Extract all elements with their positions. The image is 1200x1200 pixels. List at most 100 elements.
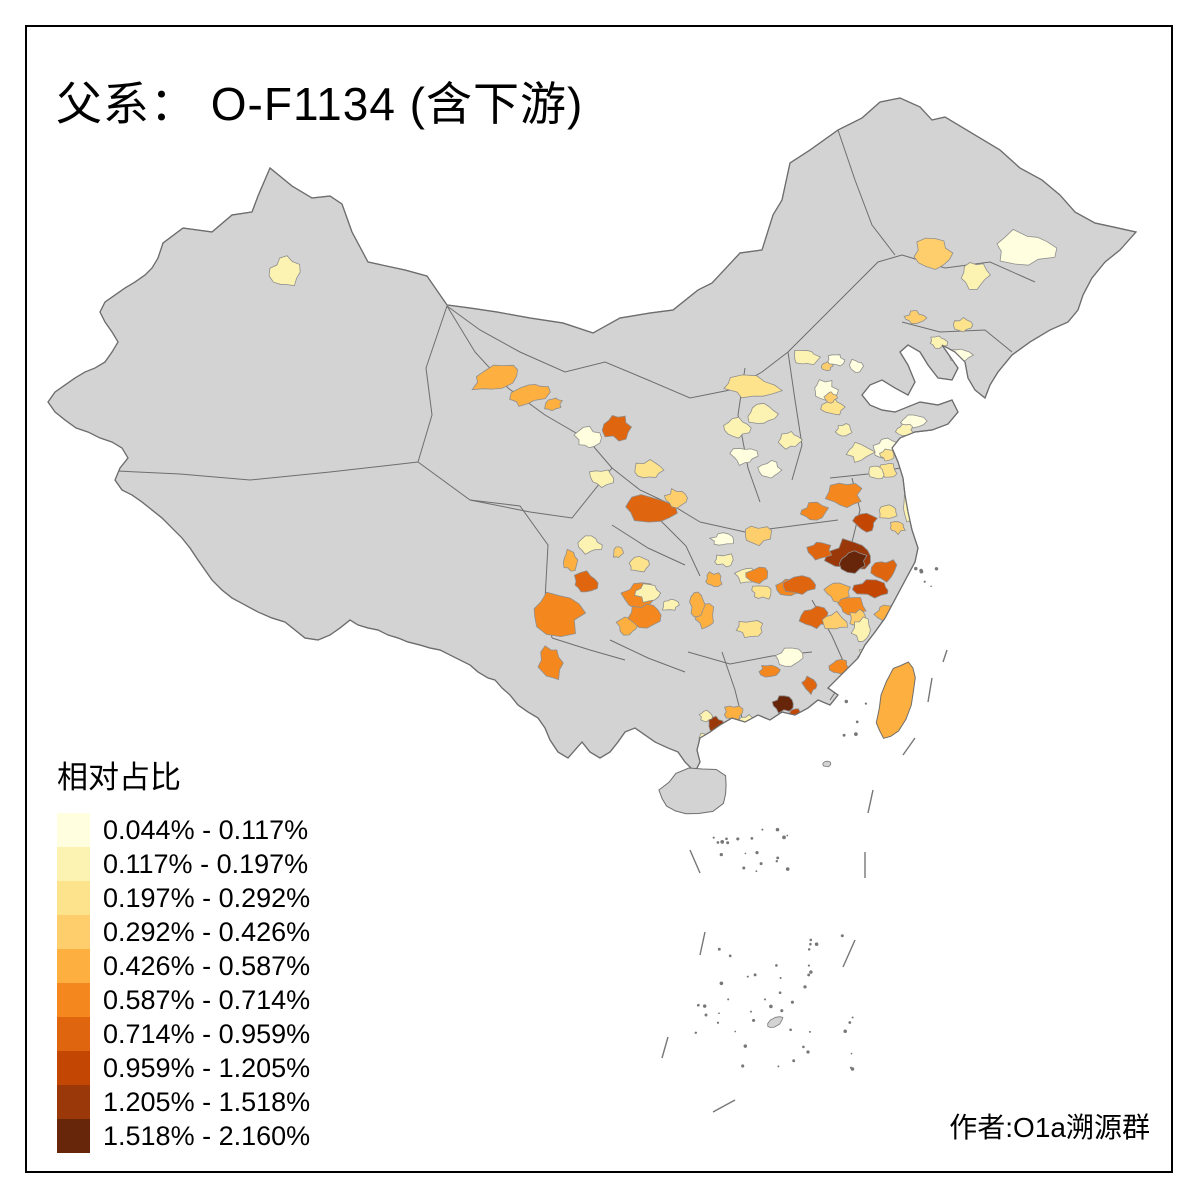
prefecture-patch [850, 616, 871, 643]
attribution-text: 作者:O1a溯源群 [949, 1112, 1150, 1143]
prefecture-patch [705, 571, 723, 587]
legend-swatch [57, 1017, 90, 1051]
prefecture-patch [794, 349, 822, 366]
nine-dash-line [661, 649, 948, 1113]
prefecture-patch [708, 532, 735, 546]
legend-label: 0.426% - 0.587% [103, 950, 311, 981]
prefecture-patch [577, 535, 603, 555]
legend-swatch [57, 1119, 90, 1153]
prefecture-patch [845, 441, 877, 463]
prefecture-patch [852, 512, 878, 533]
prefecture-patch [729, 447, 759, 466]
prefecture-patch [873, 638, 890, 652]
legend-rows: 0.044% - 0.117% 0.117% - 0.197% 0.197% - 0… [57, 813, 310, 1153]
prefecture-patch [801, 675, 818, 696]
prefecture-patch [745, 525, 773, 547]
prefecture-patch [821, 610, 849, 630]
legend-row: 0.714% - 0.959% [57, 1017, 310, 1051]
prefecture-patch [960, 262, 991, 291]
prefecture-patch [798, 605, 831, 630]
prefecture-patch [533, 591, 587, 638]
prefecture-patch [663, 487, 688, 509]
legend-label: 0.292% - 0.426% [103, 916, 311, 947]
prefecture-patch [612, 546, 625, 558]
prefecture-patch [823, 391, 838, 404]
prefecture-patch [800, 501, 830, 521]
prefecture-patch [868, 465, 885, 480]
legend-swatch [57, 1051, 90, 1085]
prefecture-patch [573, 570, 599, 593]
legend-label: 1.518% - 2.160% [103, 1120, 311, 1151]
legend-label: 1.205% - 1.518% [103, 1086, 311, 1117]
legend-label: 0.959% - 1.205% [103, 1052, 311, 1083]
legend-swatch [57, 949, 90, 983]
prefecture-patch [834, 423, 853, 437]
small-island [767, 1016, 784, 1028]
prefecture-patch [573, 425, 602, 449]
legend: 相对占比 0.044% - 0.117% 0.117% - 0.197% 0.197… [57, 752, 310, 1153]
prefecture-patch [698, 709, 713, 723]
prefecture-patches [268, 228, 1058, 755]
prefecture-patch [544, 397, 564, 412]
prefecture-patch [723, 374, 784, 399]
legend-row: 0.426% - 0.587% [57, 949, 310, 983]
prefecture-patch [509, 383, 551, 407]
prefecture-patch [562, 548, 579, 572]
prefecture-patch [697, 732, 712, 755]
legend-label: 0.714% - 0.959% [103, 1018, 311, 1049]
legend-row: 0.587% - 0.714% [57, 983, 310, 1017]
prefecture-patch [889, 521, 906, 536]
legend-row: 0.044% - 0.117% [57, 813, 310, 847]
prefecture-patch [777, 431, 804, 450]
prefecture-patch [824, 482, 863, 509]
legend-row: 0.959% - 1.205% [57, 1051, 310, 1085]
legend-swatch [57, 813, 90, 847]
prefecture-patch [751, 585, 772, 600]
prefecture-patch [661, 598, 680, 611]
prefecture-patch [902, 488, 919, 523]
legend-swatch [57, 983, 90, 1017]
prefecture-patch [903, 310, 928, 324]
taiwan-island [875, 661, 916, 739]
legend-swatch [57, 881, 90, 915]
prefecture-patch [774, 647, 804, 667]
prefecture-patch [735, 620, 764, 639]
legend-label: 0.117% - 0.197% [103, 848, 309, 879]
prefecture-patch [757, 459, 783, 479]
coastline [47, 97, 1138, 774]
prefecture-patch [913, 237, 954, 270]
prefecture-patch [589, 469, 614, 488]
prefecture-patch [689, 591, 706, 618]
prefecture-patch [537, 645, 564, 681]
prefecture-patch [878, 504, 898, 519]
legend-label: 0.587% - 0.714% [103, 984, 311, 1015]
prefecture-patch [851, 579, 889, 599]
prefecture-patch [879, 448, 895, 462]
prefecture-patch [771, 695, 794, 714]
prefecture-patch [996, 228, 1058, 266]
legend-row: 1.518% - 2.160% [57, 1119, 310, 1153]
prefecture-patch [627, 603, 662, 629]
legend-row: 0.292% - 0.426% [57, 915, 310, 949]
prefecture-patch [827, 354, 846, 367]
prefecture-patch [820, 397, 846, 416]
legend-swatch [57, 915, 90, 949]
prefecture-patch [782, 575, 817, 595]
prefecture-patch [634, 459, 665, 479]
prefecture-patch [745, 566, 769, 585]
prefecture-patch [634, 583, 662, 603]
prefecture-patch [723, 416, 752, 439]
legend-swatch [57, 1085, 90, 1119]
prefecture-patch [471, 364, 519, 391]
prefecture-patch [953, 316, 974, 333]
small-island [822, 760, 832, 768]
prefecture-patch [891, 626, 909, 640]
prefecture-patch [747, 402, 779, 424]
legend-row: 0.197% - 0.292% [57, 881, 310, 915]
prefecture-patch [625, 494, 678, 523]
legend-swatch [57, 847, 90, 881]
prefecture-patch [714, 553, 734, 568]
prefecture-patch [601, 415, 633, 442]
